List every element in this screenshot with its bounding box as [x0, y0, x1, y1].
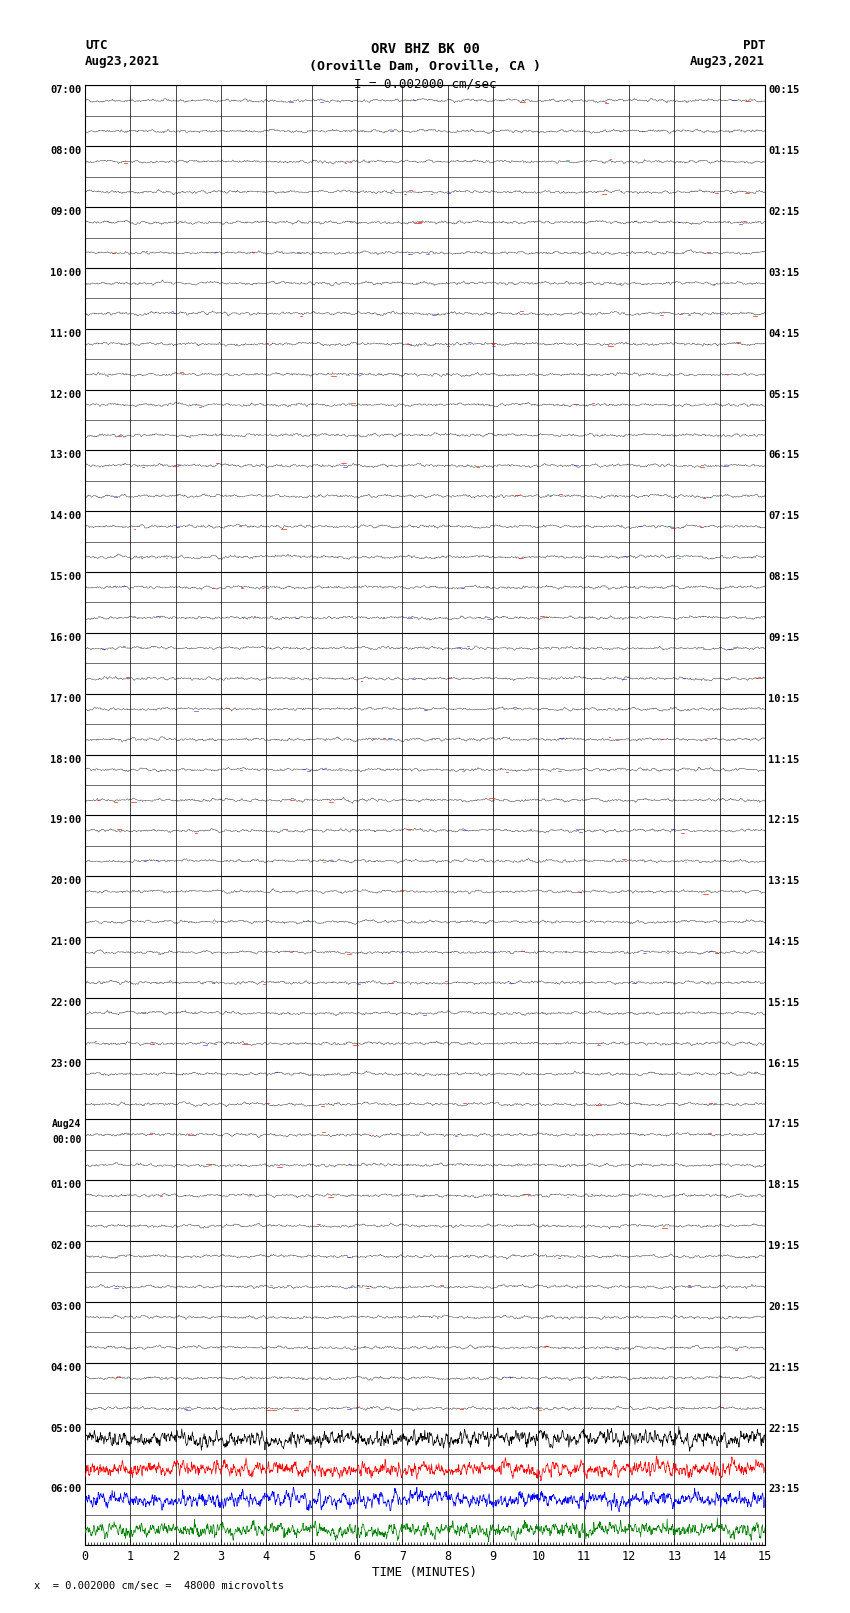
Text: Aug23,2021: Aug23,2021	[85, 55, 160, 68]
Text: UTC: UTC	[85, 39, 107, 52]
Text: 02:15: 02:15	[768, 206, 800, 218]
Text: x  = 0.002000 cm/sec =  48000 microvolts: x = 0.002000 cm/sec = 48000 microvolts	[34, 1581, 284, 1590]
Text: 08:00: 08:00	[50, 147, 82, 156]
Text: 12:15: 12:15	[768, 816, 800, 826]
Text: 07:00: 07:00	[50, 85, 82, 95]
Text: 22:15: 22:15	[768, 1424, 800, 1434]
Text: 00:00: 00:00	[52, 1134, 82, 1145]
Text: 01:15: 01:15	[768, 147, 800, 156]
Text: Aug23,2021: Aug23,2021	[690, 55, 765, 68]
X-axis label: TIME (MINUTES): TIME (MINUTES)	[372, 1566, 478, 1579]
Text: 10:15: 10:15	[768, 694, 800, 703]
Text: 23:00: 23:00	[50, 1058, 82, 1069]
Text: 04:00: 04:00	[50, 1363, 82, 1373]
Text: 22:00: 22:00	[50, 998, 82, 1008]
Text: 13:15: 13:15	[768, 876, 800, 886]
Text: 14:15: 14:15	[768, 937, 800, 947]
Text: I = 0.002000 cm/sec: I = 0.002000 cm/sec	[354, 77, 496, 90]
Text: 11:00: 11:00	[50, 329, 82, 339]
Text: 04:15: 04:15	[768, 329, 800, 339]
Text: ORV BHZ BK 00: ORV BHZ BK 00	[371, 42, 479, 56]
Text: Aug24: Aug24	[52, 1119, 82, 1129]
Text: 19:00: 19:00	[50, 816, 82, 826]
Text: 09:15: 09:15	[768, 632, 800, 644]
Text: 16:15: 16:15	[768, 1058, 800, 1069]
Text: 03:00: 03:00	[50, 1302, 82, 1311]
Text: 15:00: 15:00	[50, 573, 82, 582]
Text: 15:15: 15:15	[768, 998, 800, 1008]
Text: 17:00: 17:00	[50, 694, 82, 703]
Text: 17:15: 17:15	[768, 1119, 800, 1129]
Text: 19:15: 19:15	[768, 1240, 800, 1252]
Text: 12:00: 12:00	[50, 390, 82, 400]
Text: (Oroville Dam, Oroville, CA ): (Oroville Dam, Oroville, CA )	[309, 60, 541, 73]
Text: 10:00: 10:00	[50, 268, 82, 277]
Text: 20:15: 20:15	[768, 1302, 800, 1311]
Text: 13:00: 13:00	[50, 450, 82, 460]
Text: 09:00: 09:00	[50, 206, 82, 218]
Text: 01:00: 01:00	[50, 1181, 82, 1190]
Text: 18:15: 18:15	[768, 1181, 800, 1190]
Text: 06:15: 06:15	[768, 450, 800, 460]
Text: PDT: PDT	[743, 39, 765, 52]
Text: 23:15: 23:15	[768, 1484, 800, 1494]
Text: 16:00: 16:00	[50, 632, 82, 644]
Text: 03:15: 03:15	[768, 268, 800, 277]
Text: 18:00: 18:00	[50, 755, 82, 765]
Text: 06:00: 06:00	[50, 1484, 82, 1494]
Text: 20:00: 20:00	[50, 876, 82, 886]
Text: 21:00: 21:00	[50, 937, 82, 947]
Text: 14:00: 14:00	[50, 511, 82, 521]
Text: 05:15: 05:15	[768, 390, 800, 400]
Text: 02:00: 02:00	[50, 1240, 82, 1252]
Text: 05:00: 05:00	[50, 1424, 82, 1434]
Text: 21:15: 21:15	[768, 1363, 800, 1373]
Text: 11:15: 11:15	[768, 755, 800, 765]
Text: 08:15: 08:15	[768, 573, 800, 582]
Text: 07:15: 07:15	[768, 511, 800, 521]
Text: 00:15: 00:15	[768, 85, 800, 95]
